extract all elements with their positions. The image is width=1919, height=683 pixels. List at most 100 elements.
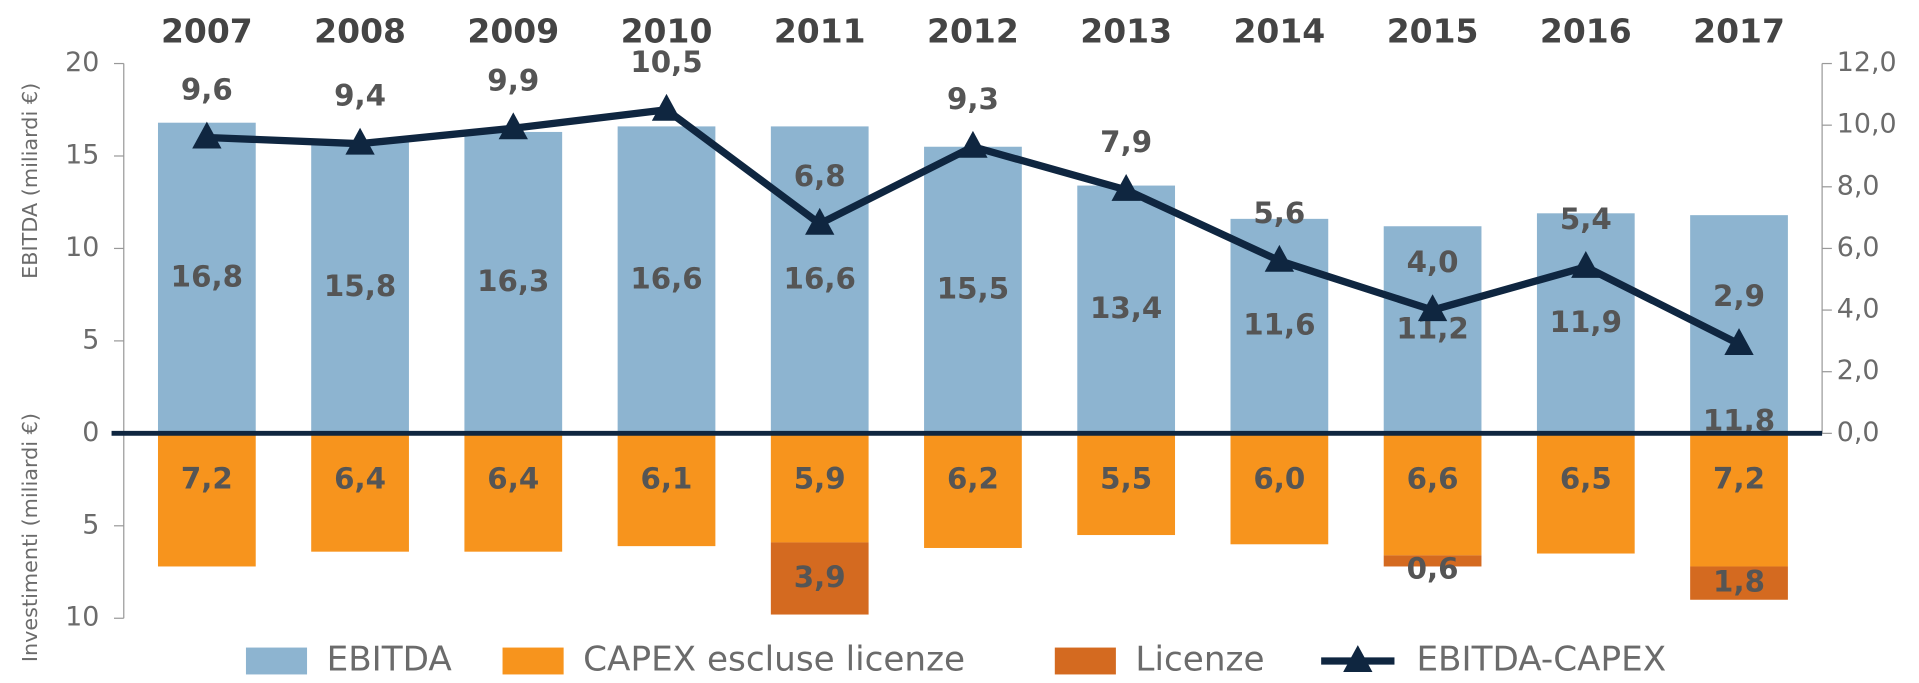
line-marker [1111, 174, 1141, 201]
bar [924, 433, 1022, 548]
data-label: 7,2 [181, 461, 233, 495]
bar [464, 433, 563, 552]
line-marker [1264, 244, 1295, 272]
data-label: 6,8 [794, 159, 846, 193]
bar [1690, 566, 1788, 600]
y2-tick-label: 8,0 [1837, 170, 1880, 201]
y-tick-label: 10 [65, 602, 99, 633]
x-tick-label: 2012 [927, 11, 1019, 50]
data-label: 9,6 [181, 73, 233, 107]
data-label: 7,2 [1713, 461, 1765, 495]
x-tick-label: 2009 [467, 11, 559, 50]
line-marker [192, 121, 222, 149]
bar [464, 131, 563, 434]
y2-tick-label: 0,0 [1837, 417, 1880, 448]
y2-tick-label: 6,0 [1837, 232, 1880, 263]
line-marker [651, 93, 682, 121]
data-label: 6,5 [1560, 461, 1612, 495]
y-axis-label-lower: Investimenti (miliardi €) [18, 413, 42, 662]
data-label: 6,4 [334, 461, 386, 495]
data-label: 15,5 [937, 272, 1009, 306]
bar [617, 433, 716, 547]
data-label: 5,9 [794, 461, 846, 495]
y-tick-label: 5 [82, 324, 99, 355]
x-tick-label: 2013 [1080, 11, 1172, 50]
line-marker [498, 112, 528, 140]
x-tick-label: 2008 [314, 11, 406, 50]
bar [1383, 433, 1482, 556]
x-tick-label: 2014 [1233, 11, 1325, 50]
data-label: 13,4 [1090, 291, 1162, 325]
data-label: 6,0 [1253, 461, 1305, 495]
y-axis-label: EBITDA (miliardi €) [18, 83, 42, 279]
x-tick-label: 2011 [774, 11, 866, 50]
y-tick-label: 0 [82, 417, 99, 448]
data-label: 5,6 [1253, 196, 1305, 230]
data-label: 10,5 [630, 45, 702, 79]
y2-tick-label: 10,0 [1837, 109, 1897, 140]
data-label: 9,9 [487, 63, 539, 97]
y2-tick-label: 2,0 [1837, 355, 1880, 386]
bar [1690, 433, 1788, 567]
line-marker [1724, 328, 1754, 355]
bar [1383, 555, 1482, 567]
data-label: 3,9 [794, 560, 846, 594]
legend-label: CAPEX escluse licenze [583, 640, 965, 680]
bar [157, 433, 256, 567]
legend-swatch [502, 647, 564, 675]
data-label: 9,4 [334, 79, 386, 113]
line-marker [1417, 294, 1448, 322]
legend-label: Licenze [1135, 640, 1264, 680]
data-label: 4,0 [1407, 245, 1459, 279]
bar [1077, 433, 1176, 536]
data-label: 6,6 [1407, 461, 1459, 495]
bar [617, 126, 716, 434]
y-tick-label: 10 [65, 232, 99, 263]
data-label: 11,6 [1243, 308, 1315, 342]
y-tick-label: 15 [65, 139, 99, 170]
bar [1383, 226, 1482, 434]
bar [924, 146, 1022, 434]
line-marker [805, 207, 835, 235]
data-label: 5,5 [1100, 461, 1152, 495]
x-tick-label: 2007 [161, 11, 253, 50]
bar [770, 126, 869, 434]
data-label: 16,3 [477, 264, 549, 298]
bar [1230, 433, 1329, 545]
bar [770, 433, 869, 543]
bar [311, 433, 409, 552]
y-tick-label: 5 [82, 509, 99, 540]
legend-label: EBITDA-CAPEX [1416, 640, 1666, 680]
data-label: 16,6 [630, 261, 702, 295]
line-marker [958, 130, 988, 158]
x-tick-label: 2010 [621, 11, 713, 50]
data-label: 1,8 [1713, 565, 1765, 599]
data-label: 6,1 [641, 461, 693, 495]
data-label: 7,9 [1100, 125, 1152, 159]
bar [1077, 185, 1176, 434]
bar [1536, 213, 1635, 434]
line-marker [345, 127, 375, 155]
data-label: 5,4 [1560, 202, 1612, 236]
x-tick-label: 2016 [1540, 11, 1632, 50]
bar [157, 122, 256, 434]
y-tick-label: 20 [65, 47, 99, 78]
data-label: 16,8 [171, 260, 243, 294]
data-label: 6,4 [487, 461, 539, 495]
bar [1536, 433, 1635, 554]
y2-tick-label: 12,0 [1837, 47, 1897, 78]
data-label: 0,6 [1407, 552, 1459, 586]
data-label: 2,9 [1713, 279, 1765, 313]
x-tick-label: 2015 [1387, 11, 1479, 50]
legend-swatch [1054, 647, 1116, 675]
legend-swatch [1343, 645, 1373, 673]
legend-swatch [245, 647, 308, 675]
data-label: 16,6 [784, 261, 856, 295]
data-label: 9,3 [947, 82, 999, 116]
x-tick-label: 2017 [1693, 11, 1785, 50]
legend-label: EBITDA [327, 640, 453, 680]
line-marker [1571, 251, 1601, 278]
y2-tick-label: 4,0 [1837, 294, 1880, 325]
bar [311, 141, 409, 434]
